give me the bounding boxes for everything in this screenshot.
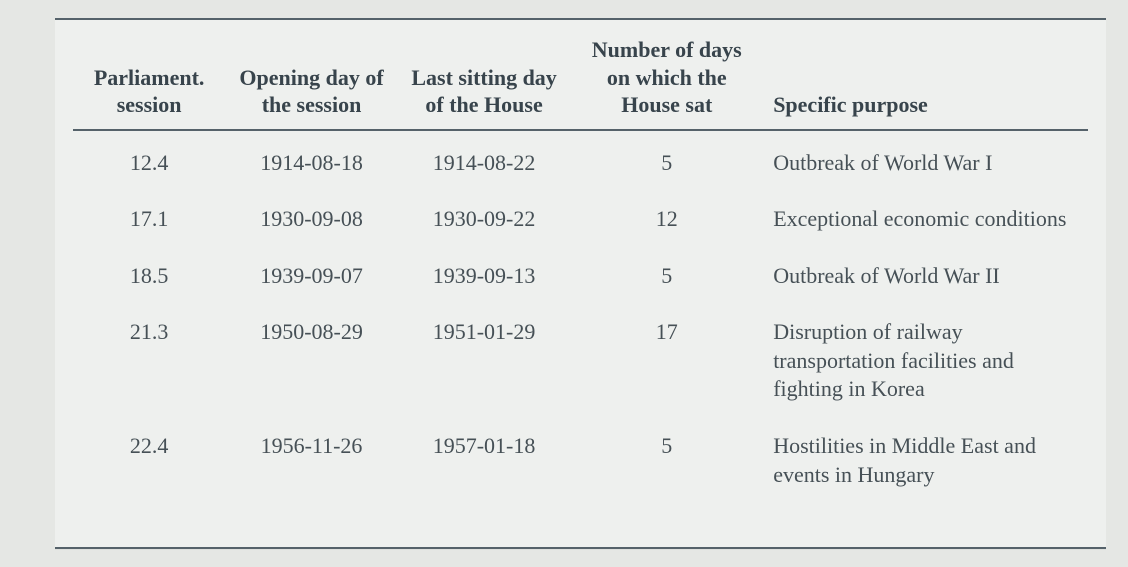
cell-last: 1957-01-18 bbox=[398, 418, 571, 503]
cell-session: 18.5 bbox=[73, 248, 225, 305]
col-header-last: Last sitting day of the House bbox=[398, 30, 571, 130]
cell-purpose: Exceptional economic conditions bbox=[763, 191, 1088, 248]
table-row: 21.3 1950-08-29 1951-01-29 17 Disruption… bbox=[73, 304, 1088, 418]
cell-days: 12 bbox=[570, 191, 763, 248]
cell-purpose: Disruption of railway transportation fac… bbox=[763, 304, 1088, 418]
cell-purpose: Outbreak of World War II bbox=[763, 248, 1088, 305]
cell-opening: 1956-11-26 bbox=[225, 418, 398, 503]
cell-last: 1930-09-22 bbox=[398, 191, 571, 248]
col-header-session: Parliament. session bbox=[73, 30, 225, 130]
table-row: 18.5 1939-09-07 1939-09-13 5 Outbreak of… bbox=[73, 248, 1088, 305]
sessions-table: Parliament. session Opening day of the s… bbox=[73, 30, 1088, 503]
cell-opening: 1950-08-29 bbox=[225, 304, 398, 418]
table-header-row: Parliament. session Opening day of the s… bbox=[73, 30, 1088, 130]
cell-days: 5 bbox=[570, 418, 763, 503]
table-row: 22.4 1956-11-26 1957-01-18 5 Hostilities… bbox=[73, 418, 1088, 503]
cell-session: 21.3 bbox=[73, 304, 225, 418]
cell-opening: 1914-08-18 bbox=[225, 130, 398, 192]
cell-last: 1914-08-22 bbox=[398, 130, 571, 192]
cell-purpose: Hostilities in Middle East and events in… bbox=[763, 418, 1088, 503]
cell-days: 5 bbox=[570, 130, 763, 192]
cell-last: 1939-09-13 bbox=[398, 248, 571, 305]
cell-days: 17 bbox=[570, 304, 763, 418]
table-row: 12.4 1914-08-18 1914-08-22 5 Outbreak of… bbox=[73, 130, 1088, 192]
table-panel: Parliament. session Opening day of the s… bbox=[55, 18, 1106, 549]
cell-last: 1951-01-29 bbox=[398, 304, 571, 418]
cell-purpose: Outbreak of World War I bbox=[763, 130, 1088, 192]
table-row: 17.1 1930-09-08 1930-09-22 12 Exceptiona… bbox=[73, 191, 1088, 248]
cell-opening: 1930-09-08 bbox=[225, 191, 398, 248]
cell-session: 22.4 bbox=[73, 418, 225, 503]
cell-days: 5 bbox=[570, 248, 763, 305]
col-header-days: Number of days on which the House sat bbox=[570, 30, 763, 130]
col-header-opening: Opening day of the session bbox=[225, 30, 398, 130]
cell-session: 12.4 bbox=[73, 130, 225, 192]
cell-opening: 1939-09-07 bbox=[225, 248, 398, 305]
col-header-purpose: Specific purpose bbox=[763, 30, 1088, 130]
cell-session: 17.1 bbox=[73, 191, 225, 248]
